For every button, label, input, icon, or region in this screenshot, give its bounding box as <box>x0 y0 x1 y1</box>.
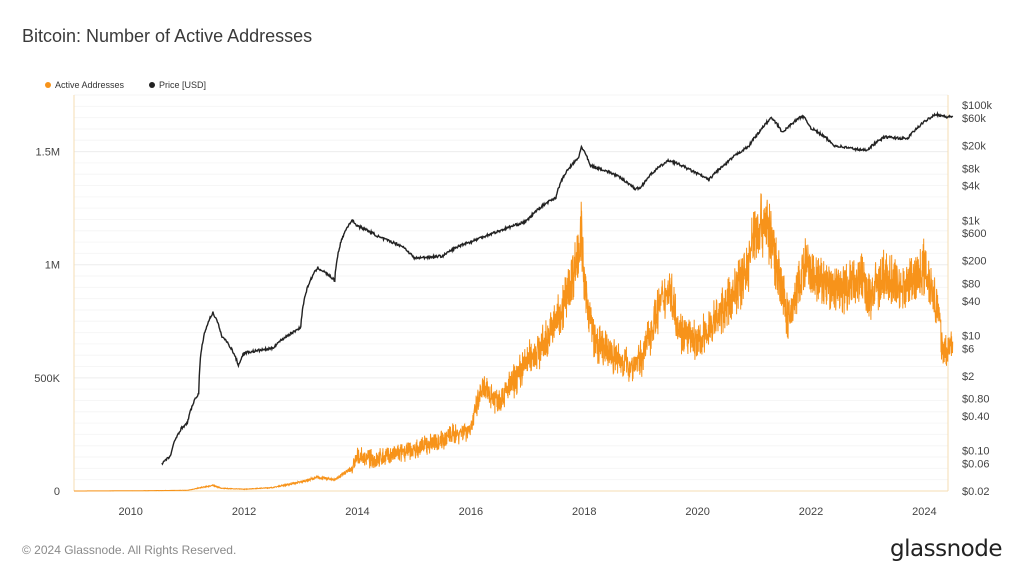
y-left-tick-label: 0 <box>54 486 60 498</box>
legend-price-label: Price [USD] <box>159 80 206 90</box>
y-right-tick-label: $200 <box>962 256 986 268</box>
y-left-tick-label: 1.5M <box>36 147 60 159</box>
legend-active-addresses-label: Active Addresses <box>55 80 125 90</box>
y-right-tick-label: $1k <box>962 215 980 227</box>
y-right-tick-label: $20k <box>962 140 986 152</box>
legend-price-marker <box>149 82 155 88</box>
y-right-tick-label: $6 <box>962 343 974 355</box>
y-right-tick-label: $4k <box>962 181 980 193</box>
y-right-tick-label: $0.06 <box>962 459 990 471</box>
y-left-tick-label: 500K <box>34 373 60 385</box>
footer-copyright: © 2024 Glassnode. All Rights Reserved. <box>22 543 237 557</box>
y-right-tick-label: $0.80 <box>962 394 990 406</box>
y-right-tick-label: $10 <box>962 331 980 343</box>
y-left-tick-label: 1M <box>45 260 60 272</box>
x-tick-label: 2020 <box>685 506 709 518</box>
x-tick-label: 2016 <box>459 506 483 518</box>
x-tick-label: 2012 <box>232 506 256 518</box>
y-right-tick-label: $2 <box>962 371 974 383</box>
glassnode-logo: glassnode <box>890 536 1002 562</box>
y-right-tick-label: $0.02 <box>962 486 990 498</box>
y-right-tick-label: $60k <box>962 113 986 125</box>
series-active-addresses-line <box>74 193 954 492</box>
series-price-line <box>161 110 954 466</box>
y-right-tick-label: $8k <box>962 163 980 175</box>
legend-active-addresses-marker <box>45 82 51 88</box>
x-tick-label: 2024 <box>912 506 936 518</box>
x-tick-label: 2018 <box>572 506 596 518</box>
y-right-tick-label: $0.40 <box>962 411 990 423</box>
x-tick-label: 2014 <box>345 506 369 518</box>
y-right-tick-label: $80 <box>962 279 980 291</box>
x-tick-label: 2010 <box>118 506 142 518</box>
y-right-tick-label: $0.10 <box>962 446 990 458</box>
x-tick-label: 2022 <box>799 506 823 518</box>
y-right-tick-label: $100k <box>962 100 992 112</box>
y-right-tick-label: $40 <box>962 296 980 308</box>
page-title: Bitcoin: Number of Active Addresses <box>22 26 313 46</box>
y-right-tick-label: $600 <box>962 228 986 240</box>
